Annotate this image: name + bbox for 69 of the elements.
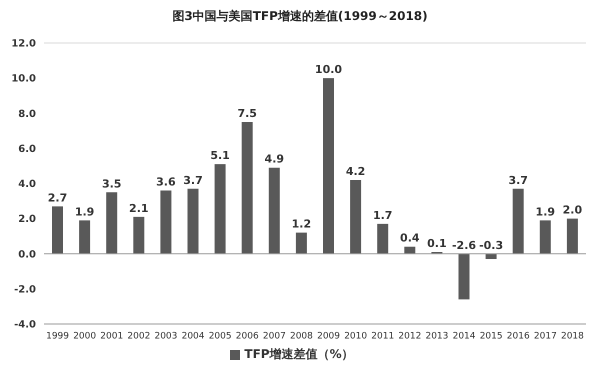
bar — [79, 220, 90, 254]
bar — [323, 78, 334, 254]
x-tick-label: 2001 — [100, 331, 124, 342]
data-label: 4.2 — [346, 164, 366, 178]
chart-title: 图3中国与美国TFP增速的差值(1999～2018) — [171, 8, 429, 25]
x-tick-label: 2000 — [73, 331, 96, 342]
y-tick-label: 6.0 — [18, 144, 36, 155]
x-tick-label: 2014 — [452, 331, 476, 342]
bar — [350, 180, 362, 254]
data-label: 0.4 — [400, 232, 420, 245]
y-tick-label: 8.0 — [18, 108, 36, 120]
x-tick-label: 2007 — [262, 331, 286, 342]
x-tick-label: 2002 — [127, 331, 150, 342]
data-label: 3.5 — [102, 177, 122, 190]
x-tick-label: 2012 — [398, 331, 422, 342]
bar — [52, 206, 63, 254]
data-label: 2.0 — [562, 204, 582, 217]
bar — [268, 168, 280, 254]
bar — [160, 190, 172, 254]
y-tick-label: 0.0 — [18, 249, 36, 260]
data-label: 0.1 — [427, 236, 447, 250]
bar — [540, 220, 551, 254]
bar — [512, 188, 524, 254]
y-tick-label: -4.0 — [14, 320, 36, 331]
bar — [458, 254, 470, 300]
data-label: 2.1 — [129, 202, 149, 215]
data-label: -0.3 — [479, 238, 504, 252]
data-label: 10.0 — [314, 63, 342, 76]
bar — [566, 218, 578, 254]
x-tick-label: 2008 — [290, 331, 314, 342]
bar — [133, 216, 144, 254]
data-label: 3.7 — [508, 174, 528, 187]
data-label: 1.9 — [74, 205, 94, 218]
data-label: 1.9 — [536, 205, 556, 218]
x-tick-label: 2018 — [560, 331, 584, 342]
data-label: 7.5 — [237, 107, 257, 120]
y-tick-label: 4.0 — [18, 179, 36, 190]
data-label: 3.7 — [183, 174, 203, 187]
x-tick-label: 2005 — [208, 331, 232, 342]
x-tick-label: 2011 — [371, 331, 394, 342]
x-tick-label: 1999 — [46, 331, 70, 342]
bar — [106, 192, 118, 254]
x-tick-label: 2004 — [182, 331, 205, 342]
x-tick-label: 2013 — [425, 331, 448, 342]
bar — [296, 232, 307, 254]
data-label: 3.6 — [156, 176, 176, 189]
data-label: 2.7 — [48, 191, 68, 204]
bar — [214, 164, 226, 254]
x-tick-label: 2009 — [317, 331, 340, 342]
x-tick-label: 2015 — [480, 331, 503, 342]
data-label: 5.1 — [210, 149, 230, 162]
x-tick-label: 2006 — [236, 331, 259, 342]
y-tick-label: 2.0 — [18, 214, 36, 226]
data-label: 1.2 — [292, 218, 312, 231]
y-tick-label: 12.0 — [11, 38, 36, 50]
bar — [377, 224, 388, 254]
data-label: -2.6 — [452, 238, 476, 252]
x-tick-label: 2017 — [534, 331, 557, 342]
legend-label: TFP增速差值（%） — [244, 347, 354, 361]
x-tick-label: 2003 — [154, 331, 178, 342]
x-tick-label: 2010 — [344, 331, 368, 342]
x-tick-label: 2016 — [506, 331, 530, 342]
bar — [188, 188, 198, 254]
data-label: 4.9 — [264, 152, 284, 166]
data-label: 1.7 — [372, 208, 392, 222]
y-tick-label: -2.0 — [14, 284, 36, 296]
bar — [242, 122, 253, 254]
y-tick-label: 10.0 — [11, 74, 36, 85]
bar — [404, 246, 416, 254]
